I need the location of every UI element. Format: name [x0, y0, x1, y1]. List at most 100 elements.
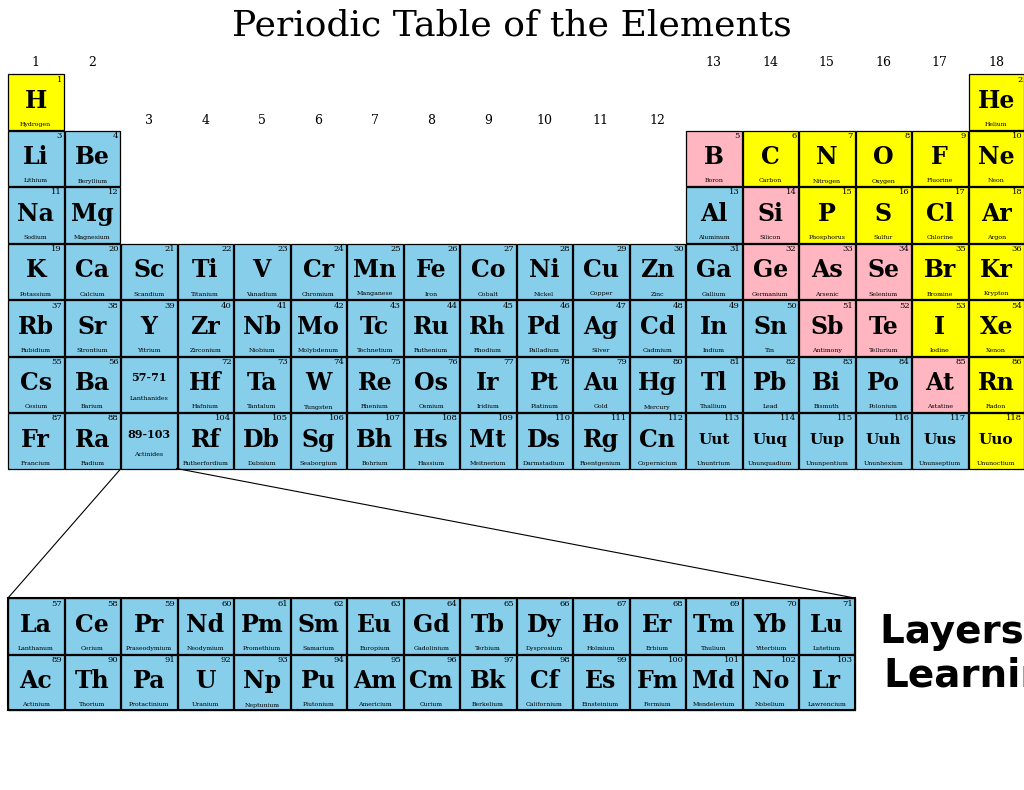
Text: Uuo: Uuo [979, 433, 1014, 446]
Text: Barium: Barium [81, 404, 103, 409]
Text: Hassium: Hassium [418, 461, 444, 466]
Text: Rubidium: Rubidium [20, 348, 51, 353]
Text: Francium: Francium [20, 461, 50, 466]
Text: Cf: Cf [529, 669, 559, 693]
Text: Nickel: Nickel [535, 292, 554, 296]
Text: Ni: Ni [529, 258, 559, 282]
Bar [516, 243, 572, 299]
Bar [234, 243, 290, 299]
Text: Aluminum: Aluminum [698, 235, 729, 240]
Bar [234, 654, 290, 710]
Bar [347, 243, 402, 299]
Text: 59: 59 [164, 600, 175, 608]
Text: Selenium: Selenium [868, 292, 898, 296]
Text: Thallium: Thallium [700, 404, 727, 409]
Text: Palladium: Palladium [528, 348, 560, 353]
Bar [177, 356, 233, 412]
Text: Dysprosium: Dysprosium [525, 646, 563, 651]
Text: K: K [26, 258, 46, 282]
Text: Yttrium: Yttrium [137, 348, 161, 353]
Text: 49: 49 [729, 302, 740, 310]
Text: 28: 28 [560, 245, 570, 253]
Text: 112: 112 [668, 415, 683, 423]
Bar [291, 243, 346, 299]
Text: 39: 39 [164, 302, 175, 310]
Text: Krypton: Krypton [984, 292, 1009, 296]
Bar [799, 598, 854, 653]
Text: 5: 5 [258, 115, 265, 127]
Text: 14: 14 [762, 56, 778, 69]
Text: Meitnerium: Meitnerium [470, 461, 506, 466]
Text: 69: 69 [729, 600, 740, 608]
Text: 62: 62 [334, 600, 344, 608]
Text: Lithium: Lithium [24, 179, 48, 183]
Text: Es: Es [585, 669, 616, 693]
Text: Be: Be [75, 145, 110, 169]
Text: Ho: Ho [582, 612, 620, 637]
Bar [8, 654, 63, 710]
Text: In: In [699, 314, 728, 339]
Text: 114: 114 [780, 415, 797, 423]
Text: Ti: Ti [193, 258, 218, 282]
Text: 88: 88 [108, 415, 119, 423]
Bar [969, 74, 1024, 130]
Text: Eu: Eu [357, 612, 392, 637]
Bar [573, 356, 629, 412]
Text: Copper: Copper [589, 292, 612, 296]
Text: Polonium: Polonium [868, 404, 898, 409]
Text: 85: 85 [955, 358, 966, 366]
Text: 71: 71 [843, 600, 853, 608]
Text: Rf: Rf [190, 427, 220, 452]
Text: 27: 27 [504, 245, 514, 253]
Text: 81: 81 [729, 358, 740, 366]
Text: 95: 95 [390, 656, 401, 664]
Bar [8, 130, 63, 186]
Text: 111: 111 [611, 415, 627, 423]
Text: Ununoctium: Ununoctium [977, 461, 1016, 466]
Text: Am: Am [353, 669, 396, 693]
Text: Lu: Lu [810, 612, 844, 637]
Bar [8, 243, 63, 299]
Text: 1: 1 [32, 56, 40, 69]
Bar [121, 243, 176, 299]
Text: Carbon: Carbon [759, 179, 782, 183]
Text: 15: 15 [843, 189, 853, 197]
Bar [630, 356, 685, 412]
Text: 33: 33 [843, 245, 853, 253]
Text: 105: 105 [272, 415, 288, 423]
Text: Hydrogen: Hydrogen [20, 122, 51, 127]
Text: Gold: Gold [593, 404, 608, 409]
Text: Tellurium: Tellurium [868, 348, 898, 353]
Text: Americium: Americium [358, 702, 391, 708]
Bar [630, 243, 685, 299]
Text: 86: 86 [1012, 358, 1023, 366]
Bar [460, 598, 515, 653]
Bar [177, 413, 233, 468]
Text: Fluorine: Fluorine [927, 179, 953, 183]
Text: 32: 32 [785, 245, 797, 253]
Bar [516, 300, 572, 356]
Bar [121, 413, 176, 468]
Bar [65, 654, 120, 710]
Text: Platinum: Platinum [530, 404, 558, 409]
Text: 109: 109 [498, 415, 514, 423]
Bar [516, 598, 572, 653]
Text: 34: 34 [899, 245, 909, 253]
Text: 35: 35 [955, 245, 966, 253]
Text: Hf: Hf [189, 371, 221, 395]
Bar [234, 300, 290, 356]
Text: Nobelium: Nobelium [755, 702, 785, 708]
Text: Pu: Pu [301, 669, 336, 693]
Text: 17: 17 [955, 189, 966, 197]
Bar [347, 413, 402, 468]
Text: 103: 103 [837, 656, 853, 664]
Text: Rh: Rh [469, 314, 506, 339]
Bar [742, 654, 798, 710]
Bar [8, 74, 63, 130]
Bar [742, 130, 798, 186]
Text: 110: 110 [555, 415, 570, 423]
Bar [686, 300, 741, 356]
Text: Tm: Tm [692, 612, 735, 637]
Text: Tungsten: Tungsten [303, 404, 333, 409]
Text: 41: 41 [278, 302, 288, 310]
